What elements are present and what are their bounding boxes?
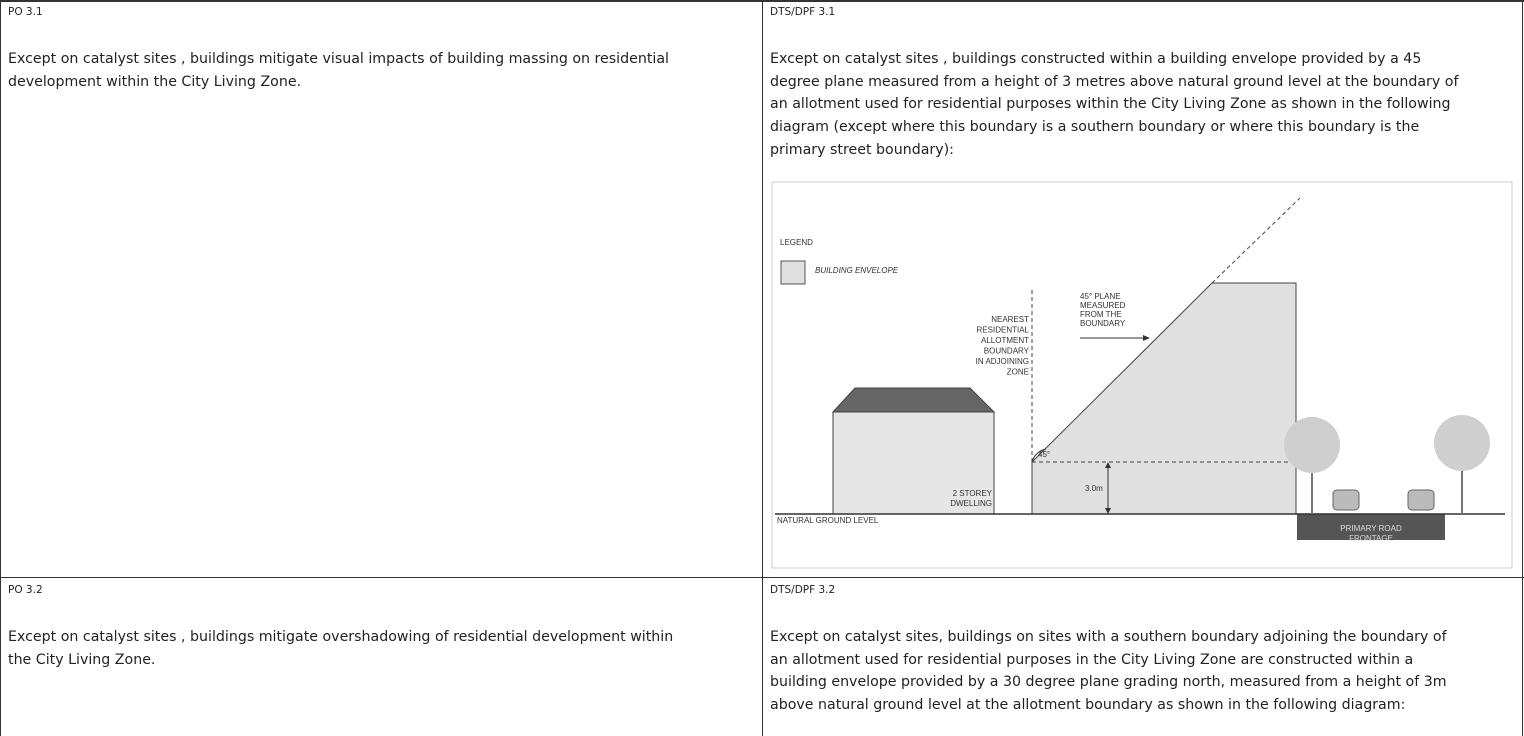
plane-label: 45° PLANE xyxy=(1080,292,1121,301)
arrow-head xyxy=(1143,335,1150,341)
plane-extension xyxy=(1211,197,1301,284)
cell-text: primary street boundary): xyxy=(770,141,954,158)
cell-label: DTS/DPF 3.2 xyxy=(770,584,836,596)
table-border xyxy=(0,0,1,736)
road-label: FRONTAGE xyxy=(1349,534,1393,543)
legend-item: BUILDING ENVELOPE xyxy=(815,266,899,275)
building-envelope xyxy=(1031,282,1297,515)
legend-swatch xyxy=(780,260,806,285)
dwelling-label: 2 STOREY xyxy=(953,489,993,498)
cell-label: DTS/DPF 3.1 xyxy=(770,6,836,18)
cell-text: above natural ground level at the allotm… xyxy=(770,697,1406,714)
cell-text: degree plane measured from a height of 3… xyxy=(770,73,1459,90)
plane-label: BOUNDARY xyxy=(1080,319,1126,328)
cell-text: Except on catalyst sites, buildings on s… xyxy=(770,629,1447,645)
cell-text: building envelope provided by a 30 degre… xyxy=(770,674,1447,691)
arrow-head xyxy=(1105,462,1111,468)
plane-label: FROM THE xyxy=(1080,310,1122,319)
boundary-label: ALLOTMENT xyxy=(981,336,1029,345)
boundary-label: RESIDENTIAL xyxy=(977,326,1030,335)
table-border xyxy=(762,0,763,736)
dwelling xyxy=(832,411,995,515)
cell-label: PO 3.1 xyxy=(8,6,43,18)
ground-label: NATURAL GROUND LEVEL xyxy=(777,516,879,525)
tree xyxy=(1434,415,1490,471)
cell-text: the City Living Zone. xyxy=(8,651,156,668)
cell-text: Except on catalyst sites , buildings mit… xyxy=(8,629,674,645)
cell-label: PO 3.2 xyxy=(8,584,43,596)
cell-text: diagram (except where this boundary is a… xyxy=(770,119,1420,136)
roof xyxy=(831,387,996,413)
diagram-frame xyxy=(771,181,1513,569)
cell-text: Except on catalyst sites , buildings mit… xyxy=(8,51,669,67)
boundary-label: NEAREST xyxy=(991,315,1029,324)
road xyxy=(1297,514,1445,540)
boundary-label: IN ADJOINING xyxy=(976,357,1029,366)
height-label: 3.0m xyxy=(1085,484,1103,493)
cell-text: an allotment used for residential purpos… xyxy=(770,96,1451,113)
car xyxy=(1332,489,1360,511)
cell-text: an allotment used for residential purpos… xyxy=(770,651,1414,668)
dwelling-label: DWELLING xyxy=(950,499,992,508)
road-label: PRIMARY ROAD xyxy=(1340,524,1402,533)
cell-text: development within the City Living Zone. xyxy=(8,73,302,90)
arrow-head xyxy=(1105,508,1111,514)
angle-label: 45° xyxy=(1038,450,1050,459)
tree xyxy=(1284,417,1340,473)
angle-arc xyxy=(1031,448,1047,463)
boundary-label: BOUNDARY xyxy=(984,347,1030,356)
plane-label: MEASURED xyxy=(1080,301,1126,310)
cell-text: Except on catalyst sites , buildings con… xyxy=(770,51,1422,67)
table-border xyxy=(1522,0,1523,736)
car xyxy=(1407,489,1435,511)
legend-title: LEGEND xyxy=(780,238,813,247)
boundary-label: ZONE xyxy=(1007,368,1029,377)
